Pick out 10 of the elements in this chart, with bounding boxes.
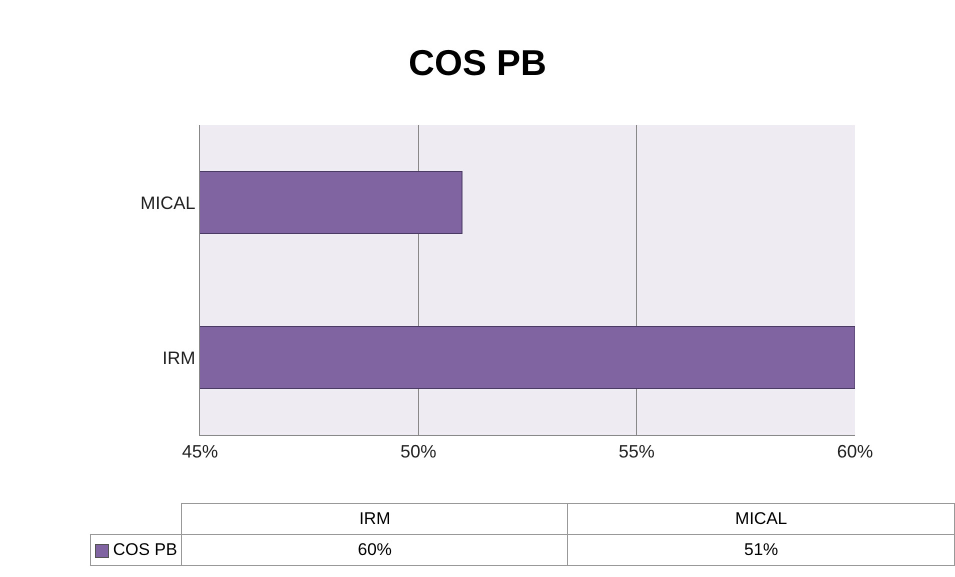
x-tick-label: 60%	[836, 442, 874, 462]
category-label: MICAL	[735, 509, 788, 528]
text: 51%	[568, 534, 954, 566]
text: 60%	[182, 534, 568, 566]
x-tick-label: 55%	[618, 442, 655, 462]
legend-label: COS PB	[113, 540, 178, 559]
category-label: IRM	[359, 509, 390, 528]
x-tick-label: 50%	[400, 442, 436, 462]
x-tick-label: 45%	[182, 442, 218, 462]
chart-title: COS PB	[408, 42, 547, 84]
